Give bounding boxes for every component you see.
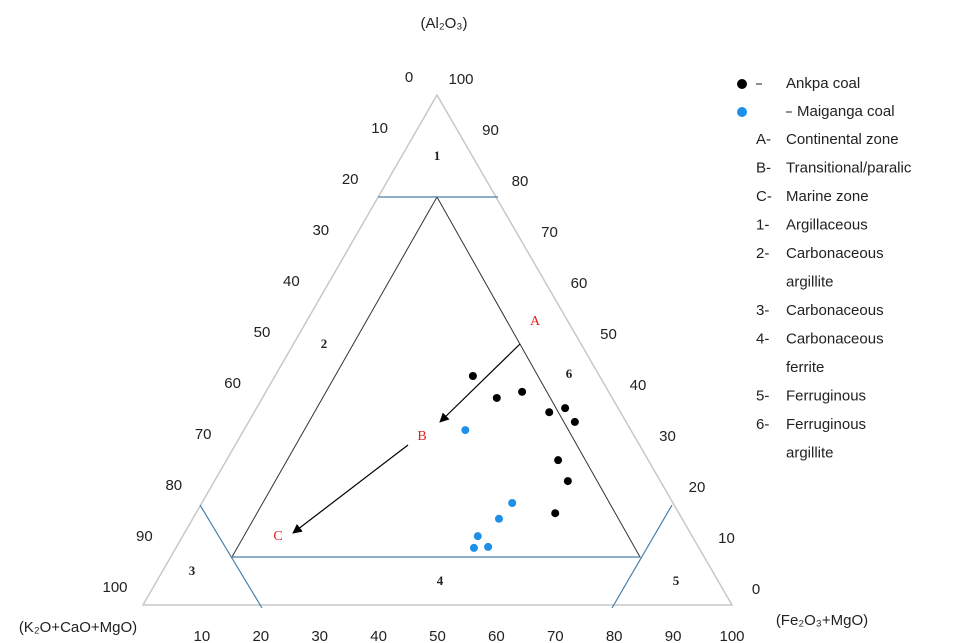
inner-triangle [231,195,641,558]
zone-lines [199,196,673,609]
legend-label: Ankpa coal [786,75,860,92]
bottom-tick-label: 80 [606,628,623,643]
zone-label: 5 [673,573,680,588]
left-tick-label: 30 [312,222,329,239]
note-key: A- [756,131,771,148]
left-tick-label: 60 [224,375,241,392]
arrows [292,343,521,534]
data-point [570,417,579,426]
region-label: C [273,529,282,544]
right-tick-label: 90 [482,122,499,139]
right-tick-label: 30 [659,428,676,445]
left-tick-label: 50 [254,324,271,341]
data-point [554,456,563,465]
bottom-tick-label: 40 [370,628,387,643]
note-text: argillite [786,273,834,290]
zone-label: 2 [321,336,328,351]
data-point [469,543,478,552]
left-tick-label: 0 [405,69,413,86]
right-tick-label: 10 [718,530,735,547]
zone-label: 1 [434,148,441,163]
region-label: B [417,429,426,444]
left-tick-label: 40 [283,273,300,290]
note-key: 4- [756,330,769,347]
data-point [494,514,503,523]
bottom-tick-label: 60 [488,628,505,643]
note-text: ferrite [786,359,824,376]
note-key: 5- [756,387,769,404]
data-point [492,393,501,402]
right-tick-label: 70 [541,224,558,241]
legend-marker [737,79,747,89]
bottom-tick-label: 100 [719,628,744,643]
legend-marker [737,107,747,117]
left-tick-label: 70 [195,426,212,443]
left-tick-label: 10 [371,120,388,137]
right-tick-label: 0 [752,581,760,598]
data-point [563,477,572,486]
data-point [461,426,470,435]
outer-triangle [141,93,734,606]
note-text: Carbonaceous [786,330,884,347]
note-key: 1- [756,216,769,233]
right-tick-label: 50 [600,326,617,343]
note-text: Carbonaceous [786,302,884,319]
right-tick-label: 80 [512,173,529,190]
note-key: 3- [756,302,769,319]
zone-label: 4 [437,573,444,588]
note-text: Ferruginous [786,416,866,433]
data-point [551,509,560,518]
data-point [518,387,527,396]
note-text: Transitional/paralic [786,159,912,176]
right-tick-label: 60 [571,275,588,292]
note-text: Argillaceous [786,216,868,233]
note-key: 2- [756,245,769,262]
note-text: argillite [786,444,834,461]
data-point [561,404,570,413]
bottom-tick-label: 70 [547,628,564,643]
note-text: Continental zone [786,131,899,148]
note-text: Carbonaceous [786,245,884,262]
right-tick-label: 100 [448,71,473,88]
legend-label: Maiganga coal [797,103,895,120]
left-tick-label: 20 [342,171,359,188]
bottom-tick-label: 20 [252,628,269,643]
left-axis-title: (K₂O+CaO+MgO) [19,619,137,636]
region-label: A [530,314,541,329]
data-point [484,542,493,551]
left-tick-label: 100 [102,579,127,596]
data-point [468,372,477,381]
top-axis-title: (Al₂O₃) [421,15,468,32]
note-text: Marine zone [786,188,869,205]
note-text: Ferruginous [786,387,866,404]
bottom-tick-label: 90 [665,628,682,643]
note-key: C- [756,188,772,205]
right-tick-label: 40 [630,377,647,394]
data-point [473,532,482,541]
zone-label: 6 [566,366,573,381]
note-key: 6- [756,416,769,433]
left-tick-label: 80 [165,477,182,494]
left-tick-label: 90 [136,528,153,545]
bottom-tick-label: 30 [311,628,328,643]
zone-label: 3 [189,563,196,578]
right-tick-label: 20 [689,479,706,496]
data-point [508,499,517,507]
data-point [545,408,554,417]
note-key: B- [756,159,771,176]
right-axis-title: (Fe₂O₃+MgO) [776,612,868,629]
bottom-tick-label: 10 [194,628,211,643]
bottom-tick-label: 50 [429,628,446,643]
